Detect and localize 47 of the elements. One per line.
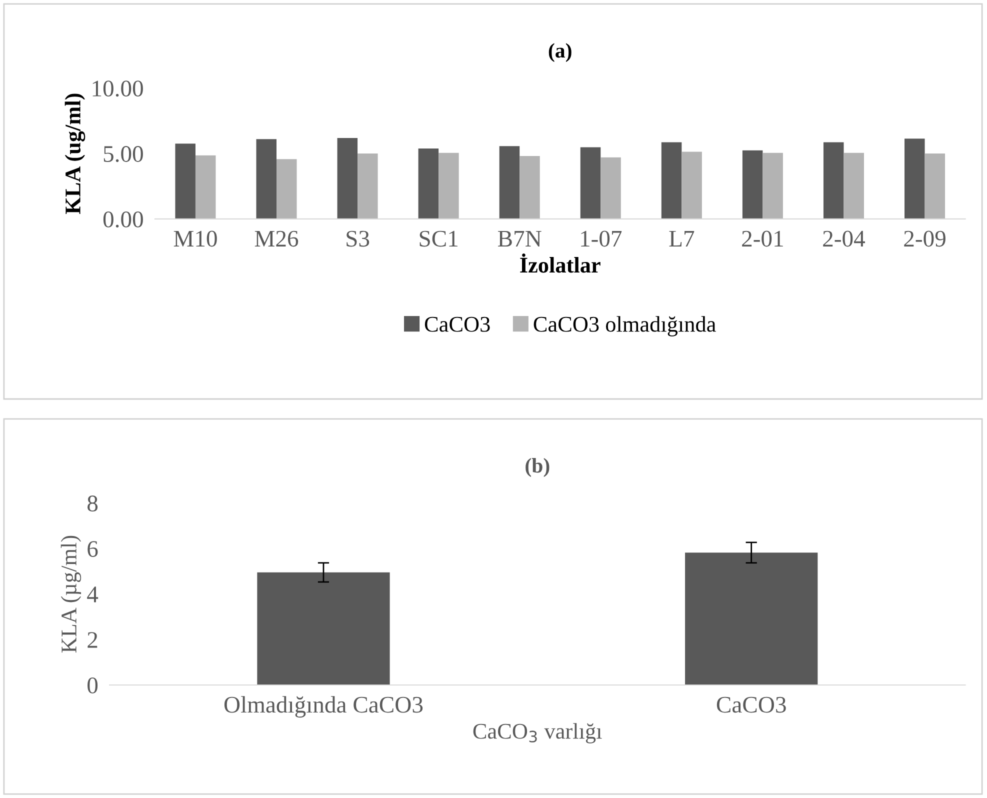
bar: [844, 152, 864, 219]
x-tick-label: L7: [669, 231, 694, 246]
bar: [762, 152, 783, 219]
bar: [418, 148, 439, 219]
legend-label: CaCO3: [424, 316, 490, 332]
bar: [256, 139, 277, 219]
x-tick-label: 2-01: [742, 230, 783, 247]
bar: [924, 154, 946, 219]
x-tick-label: 2-09: [904, 230, 946, 247]
bar: [195, 155, 216, 219]
y-tick-label: 8: [88, 496, 98, 512]
legend-label: CaCO3 olmadığında: [534, 316, 716, 336]
x-tick-label: SC1: [420, 230, 458, 247]
y-axis-title: KLA (ug/ml): [64, 94, 86, 214]
x-tick-label: 1-07: [581, 230, 622, 247]
x-tick-label: 2-04: [823, 230, 866, 247]
bar: [904, 138, 925, 219]
bar: [520, 156, 540, 219]
y-tick-label: 4: [87, 586, 98, 602]
bar: [438, 152, 459, 219]
bar: [742, 150, 763, 219]
x-axis-title: CaCO$_{3}$ varlığı: [473, 723, 602, 744]
x-tick-label: S3: [346, 230, 370, 247]
bar: [823, 142, 844, 219]
bar: [276, 159, 297, 219]
bar: [682, 152, 702, 219]
y-tick-label: 0.00: [103, 211, 143, 228]
bar: [499, 146, 520, 219]
bar: [358, 154, 378, 219]
bar: [337, 138, 358, 219]
bar: [600, 157, 621, 219]
bar: [661, 142, 682, 219]
bar: [580, 147, 601, 219]
x-tick-label: Olmadığında CaCO3: [224, 696, 423, 718]
y-axis-title: KLA (µg/ml): [60, 536, 82, 653]
x-tick-label: M10: [174, 230, 217, 247]
y-tick-label: 2: [88, 632, 98, 648]
x-axis-title: İzolatlar: [520, 253, 600, 273]
x-tick-label: B7N: [498, 231, 542, 247]
chart-title: (a): [548, 43, 572, 62]
y-tick-label: 6: [88, 541, 98, 557]
y-tick-label: 10.00: [92, 80, 143, 97]
y-tick-label: 5.00: [104, 146, 143, 162]
bar: [175, 144, 196, 219]
y-tick-label: 0: [88, 677, 98, 694]
x-tick-label: M26: [254, 230, 298, 247]
chart-title: (b): [526, 458, 550, 477]
